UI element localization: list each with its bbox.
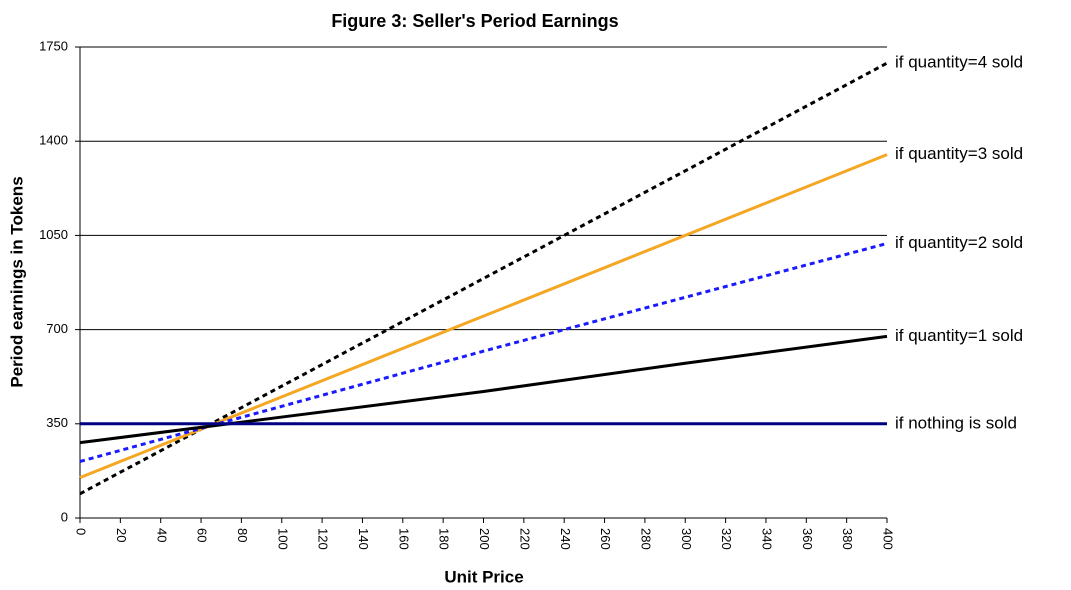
- x-tick-label: 280: [638, 528, 653, 550]
- x-tick-label: 160: [396, 528, 411, 550]
- y-tick-label: 700: [46, 321, 68, 336]
- x-tick-label: 360: [800, 528, 815, 550]
- series-line: [79, 153, 888, 480]
- series-label: if quantity=2 sold: [895, 233, 1023, 252]
- x-tick-label: 380: [840, 528, 855, 550]
- x-tick-label: 140: [356, 528, 371, 550]
- series-line: [79, 334, 888, 445]
- x-tick-label: 60: [195, 528, 210, 542]
- x-tick-label: 320: [719, 528, 734, 550]
- x-tick-label: 300: [679, 528, 694, 550]
- x-tick-label: 340: [760, 528, 775, 550]
- y-tick-label: 1050: [39, 227, 68, 242]
- series-label: if quantity=4 sold: [895, 53, 1023, 72]
- y-tick-label: 1400: [39, 133, 68, 148]
- x-tick-label: 40: [154, 528, 169, 542]
- series-label: if nothing is sold: [895, 413, 1017, 432]
- y-tick-label: 0: [61, 509, 68, 524]
- x-tick-label: 80: [235, 528, 250, 542]
- series-label: if quantity=1 sold: [895, 326, 1023, 345]
- x-tick-label: 180: [437, 528, 452, 550]
- x-tick-label: 220: [517, 528, 532, 550]
- series-label: if quantity=3 sold: [895, 144, 1023, 163]
- x-tick-label: 0: [74, 528, 89, 535]
- x-tick-label: 260: [598, 528, 613, 550]
- x-axis-title: Unit Price: [444, 567, 523, 586]
- y-tick-label: 350: [46, 415, 68, 430]
- chart-title: Figure 3: Seller's Period Earnings: [331, 11, 618, 31]
- x-tick-label: 20: [114, 528, 129, 542]
- y-axis-title: Period earnings in Tokens: [7, 176, 26, 387]
- x-tick-label: 100: [275, 528, 290, 550]
- x-tick-label: 120: [316, 528, 331, 550]
- y-tick-label: 1750: [39, 38, 68, 53]
- x-tick-label: 200: [477, 528, 492, 550]
- x-tick-label: 240: [558, 528, 573, 550]
- x-tick-label: 400: [881, 528, 896, 550]
